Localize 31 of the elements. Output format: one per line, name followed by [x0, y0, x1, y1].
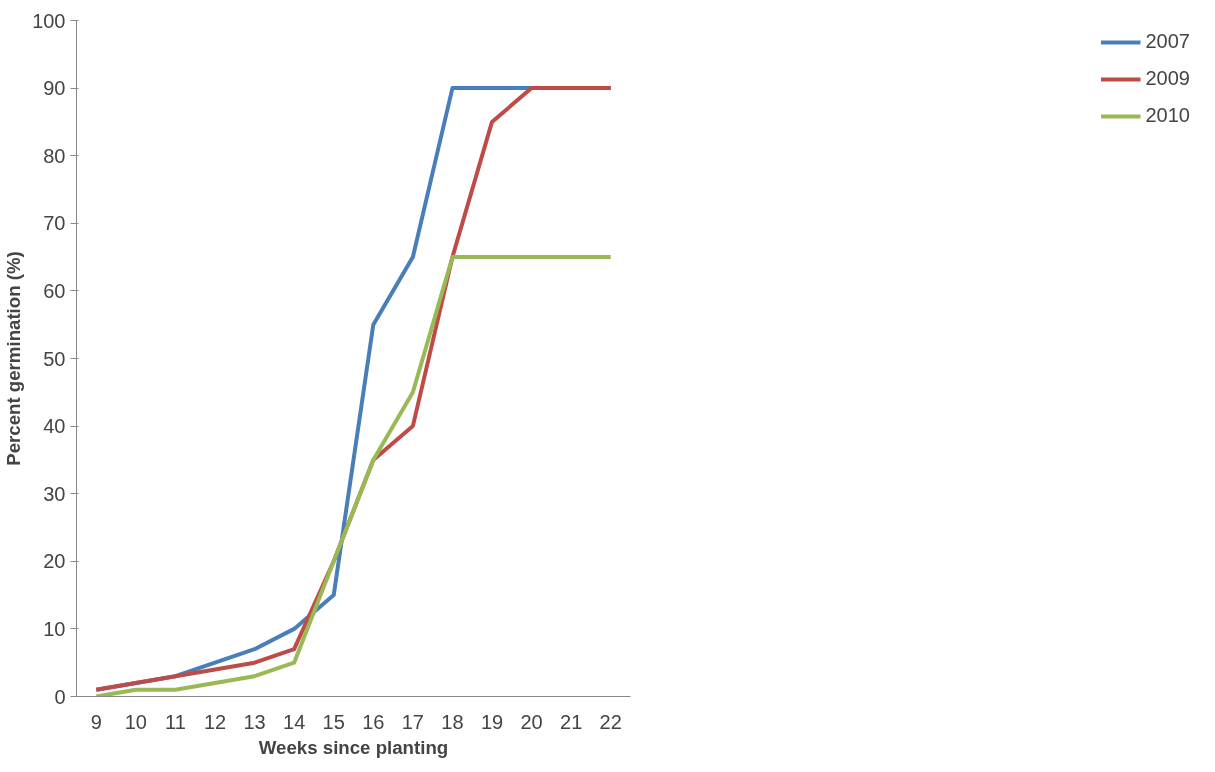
x-tick-label: 22 [599, 710, 622, 733]
x-tick-label: 14 [283, 710, 306, 733]
x-axis-title: Weeks since planting [258, 736, 449, 758]
line-series [94, 255, 613, 697]
y-tick-label: 100 [32, 9, 66, 32]
y-tick-label: 20 [43, 550, 66, 573]
x-tick-label: 11 [165, 710, 186, 733]
x-tick-label: 12 [203, 710, 227, 733]
y-tick-label: 60 [43, 279, 66, 302]
legend-label: 2009 [1145, 67, 1190, 90]
y-tick-label: 10 [43, 617, 66, 640]
x-tick-label: 20 [520, 710, 543, 733]
x-tick-label: 10 [124, 710, 147, 733]
x-tick-label: 21 [560, 710, 583, 733]
y-tick-label: 30 [43, 482, 66, 505]
x-tick-label: 13 [243, 710, 266, 733]
x-tick-label: 9 [90, 710, 102, 733]
x-tick-label: 17 [401, 710, 424, 733]
x-tick-label: 16 [362, 710, 385, 733]
y-tick-label: 70 [43, 212, 66, 235]
y-tick-label: 80 [43, 144, 66, 167]
legend-label: 2010 [1145, 104, 1190, 127]
x-tick-label: 19 [480, 710, 504, 733]
y-tick-label: 40 [43, 415, 66, 438]
y-tick-label: 90 [43, 77, 66, 100]
y-tick-label: 0 [54, 685, 66, 708]
y-tick-label: 50 [43, 347, 66, 370]
x-tick-label: 15 [322, 710, 345, 733]
legend-label: 2007 [1145, 30, 1190, 53]
y-axis-title: Percent germination (%) [3, 251, 25, 466]
x-tick-label: 18 [441, 710, 464, 733]
